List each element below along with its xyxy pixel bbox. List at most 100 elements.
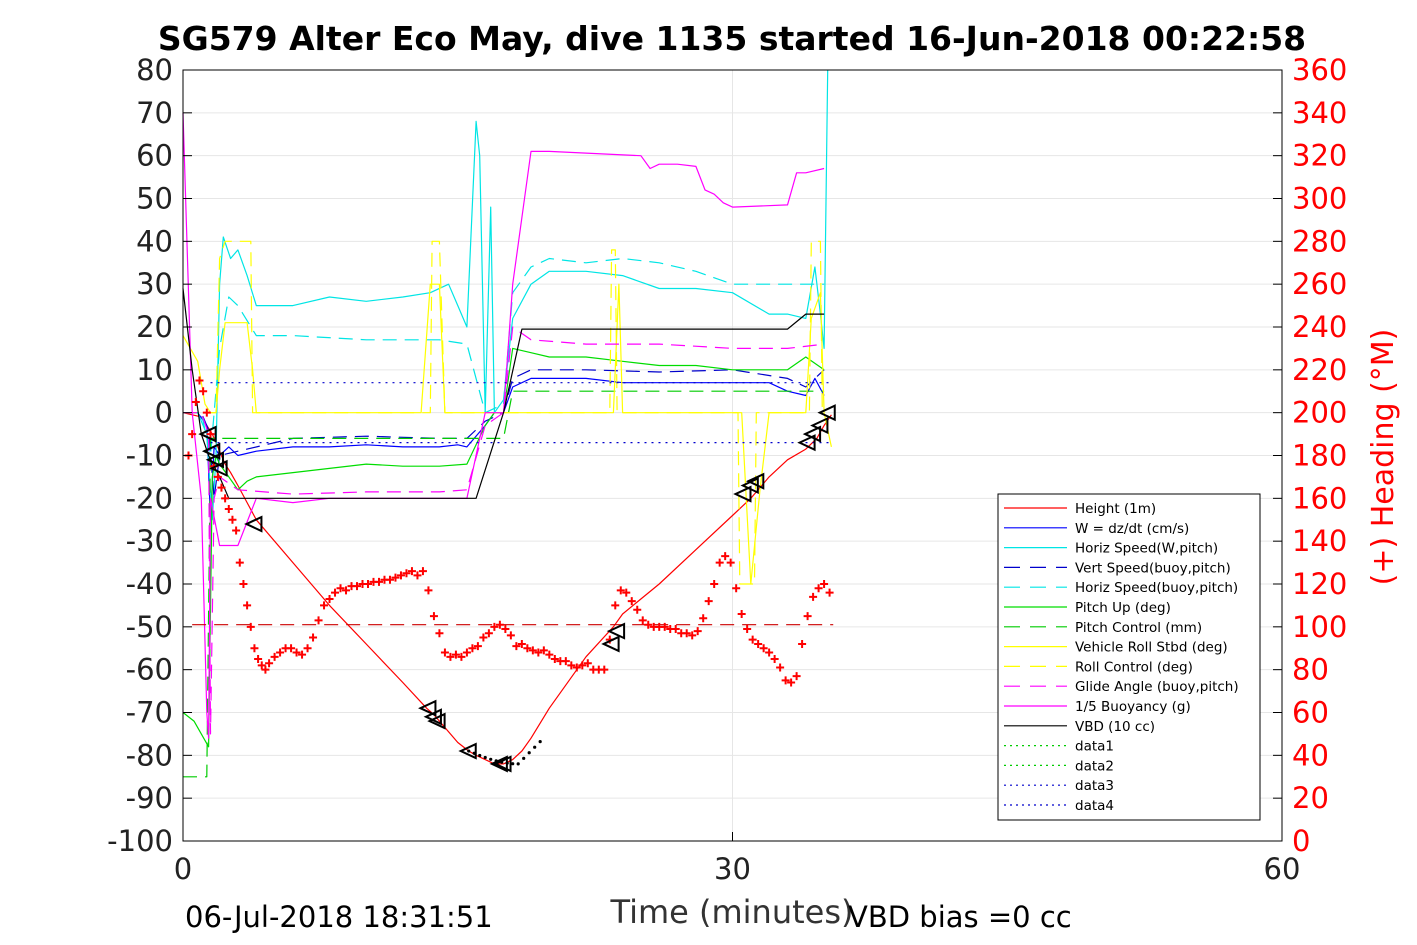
triangle-marker-4: [244, 515, 263, 533]
triangle-marker-1: [201, 442, 221, 460]
heading-point-68: [517, 639, 526, 648]
left-tick-label-10: -20: [126, 481, 173, 515]
left-tick-label-15: -70: [126, 696, 173, 730]
heading-point-1: [188, 430, 197, 439]
series-line-3: [183, 369, 825, 499]
left-tick-label-4: 40: [136, 224, 173, 258]
left-tick-label-13: -50: [126, 610, 173, 644]
right-tick-label-3: 300: [1292, 182, 1347, 216]
heading-point-5: [202, 408, 211, 417]
right-tick-label-6: 240: [1292, 310, 1347, 344]
heading-point-91: [644, 620, 653, 629]
heading-point-77: [567, 661, 576, 670]
heading-point-112: [759, 644, 768, 653]
heading-point-32: [320, 601, 329, 610]
triangle-marker-11: [601, 635, 620, 653]
heading-point-105: [721, 552, 730, 561]
legend-label-6: Pitch Control (mm): [1075, 620, 1202, 636]
left-tick-label-7: 10: [136, 353, 173, 387]
heading-point-67: [512, 642, 521, 651]
heading-point-115: [776, 663, 785, 672]
left-tick-label-14: -60: [126, 653, 173, 687]
marker-layer: [184, 376, 836, 773]
heading-point-107: [732, 584, 741, 593]
heading-point-124: [825, 588, 834, 597]
heading-point-83: [600, 665, 609, 674]
left-axis: 80 70 60 50 40 30 20 10 0 -10 -20 -30 -40 -50 -60 -70 -8…: [107, 53, 192, 858]
heading-point-33: [325, 594, 334, 603]
triangle-marker-10: [493, 755, 512, 773]
heading-point-31: [314, 616, 323, 625]
heading-point-109: [743, 624, 752, 633]
heading-point-27: [292, 648, 301, 657]
footer-vbd-bias: VBD bias =0 cc: [848, 900, 1072, 934]
heading-point-57: [457, 652, 466, 661]
heading-point-110: [748, 635, 757, 644]
left-tick-label-2: 60: [136, 139, 173, 173]
heading-point-9: [217, 483, 226, 492]
heading-point-48: [407, 567, 416, 576]
dive-bottom-point-12: [533, 745, 537, 749]
heading-point-52: [429, 612, 438, 621]
heading-point-2: [191, 397, 200, 406]
heading-point-51: [424, 586, 433, 595]
heading-point-119: [798, 639, 807, 648]
heading-point-121: [809, 592, 818, 601]
dive-bottom-point-10: [522, 756, 526, 760]
heading-point-98: [682, 629, 691, 638]
heading-point-4: [199, 387, 208, 396]
right-tick-label-2: 320: [1292, 139, 1347, 173]
left-tick-label-3: 50: [136, 182, 173, 216]
dive-bottom-point-7: [505, 761, 509, 765]
heading-point-69: [523, 644, 532, 653]
dive-bottom-point-0: [467, 749, 471, 753]
heading-point-46: [396, 571, 405, 580]
legend-label-9: Glide Angle (buoy,pitch): [1075, 679, 1239, 695]
heading-point-13: [232, 526, 241, 535]
heading-point-111: [754, 639, 763, 648]
heading-point-54: [440, 648, 449, 657]
heading-point-58: [462, 648, 471, 657]
series-line-10: [182, 112, 825, 739]
left-tick-label-12: -40: [126, 567, 173, 601]
right-tick-label-12: 120: [1292, 567, 1347, 601]
left-tick-label-5: 30: [136, 267, 173, 301]
triangle-marker-19: [817, 404, 836, 422]
dive-bottom-point-13: [538, 740, 542, 744]
heading-point-16: [243, 601, 252, 610]
heading-point-102: [704, 597, 713, 606]
legend-label-1: W = dz/dt (cm/s): [1075, 521, 1189, 537]
series-line-9: [183, 326, 825, 735]
heading-point-29: [303, 644, 312, 653]
triangle-marker-16: [797, 434, 816, 452]
heading-point-20: [257, 661, 266, 670]
legend-label-14: data3: [1075, 778, 1114, 794]
heading-point-49: [413, 571, 422, 580]
heading-point-59: [468, 644, 477, 653]
heading-point-108: [737, 609, 746, 618]
x-axis-label: Time (minutes): [610, 893, 854, 931]
heading-point-53: [435, 629, 444, 638]
heading-point-70: [528, 646, 537, 655]
heading-point-66: [506, 631, 515, 640]
heading-point-61: [479, 633, 488, 642]
heading-point-36: [342, 586, 351, 595]
x-axis: 0 30 60: [174, 832, 1300, 886]
heading-point-38: [353, 582, 362, 591]
heading-point-50: [418, 567, 427, 576]
legend-label-13: data2: [1075, 758, 1114, 774]
heading-point-99: [688, 631, 697, 640]
dive-bottom-point-4: [489, 757, 493, 761]
right-tick-label-10: 160: [1292, 481, 1347, 515]
left-tick-label-8: 0: [155, 396, 173, 430]
triangle-marker-15: [745, 472, 765, 490]
heading-point-15: [239, 580, 248, 588]
series-line-8: [183, 240, 823, 585]
series-line-4: [183, 257, 825, 457]
heading-point-30: [309, 633, 318, 642]
heading-point-11: [224, 505, 233, 514]
dive-bottom-point-11: [527, 751, 531, 755]
triangle-marker-17: [802, 425, 822, 443]
heading-point-21: [261, 665, 270, 674]
